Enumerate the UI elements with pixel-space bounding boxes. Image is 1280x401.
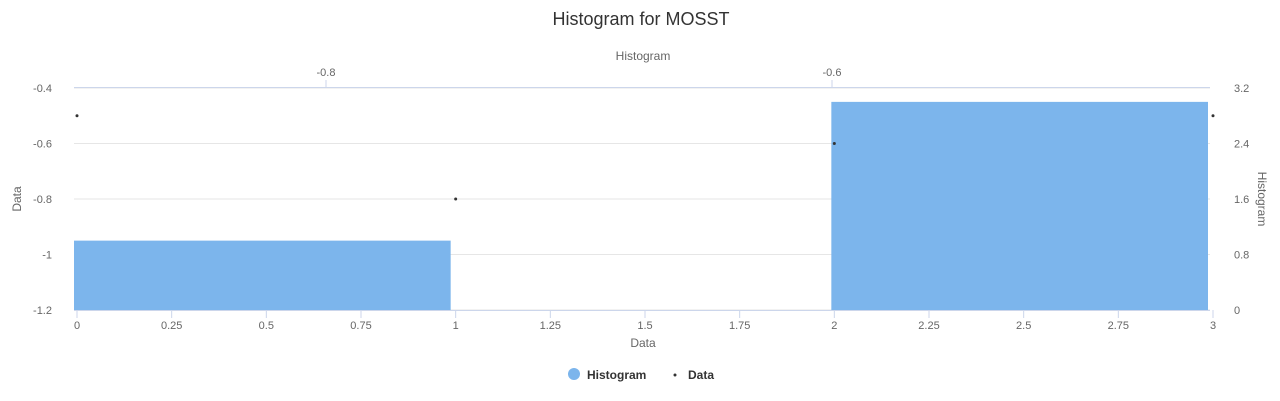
data-point[interactable] xyxy=(832,142,836,145)
x-axis-title: Data xyxy=(630,336,656,350)
y-left-tick-label: -0.4 xyxy=(33,83,52,95)
data-point[interactable] xyxy=(454,197,458,201)
x-tick-label: 3 xyxy=(1210,320,1216,332)
x-tick-label: 2.25 xyxy=(918,320,939,332)
x-top-tick-label: -0.8 xyxy=(317,67,336,79)
x-tick-label: 2 xyxy=(831,320,837,332)
axes: -1.2 -1 -0.8 -0.6 -0.4 0 0.8 1.6 2.4 3.2 0 0.25 0.5 0… xyxy=(33,67,1249,332)
x-top-axis-title: Histogram xyxy=(616,49,671,63)
x-tick-label: 1.5 xyxy=(637,320,652,332)
data-point[interactable] xyxy=(75,114,79,118)
histogram-bars xyxy=(74,101,1208,310)
y-right-tick-label: 0 xyxy=(1234,305,1240,317)
legend-item-histogram[interactable]: Histogram xyxy=(568,368,646,382)
x-top-tick-label: -0.6 xyxy=(823,67,842,79)
data-points xyxy=(75,114,1215,201)
x-tick-label: 2.75 xyxy=(1108,320,1129,332)
legend-data-swatch xyxy=(673,373,677,377)
y-left-tick-label: -0.6 xyxy=(33,139,52,151)
y-right-tick-label: 1.6 xyxy=(1234,194,1249,206)
chart-title: Histogram for MOSST xyxy=(552,9,729,29)
y-right-axis-title: Histogram xyxy=(1255,172,1269,227)
histogram-bar[interactable] xyxy=(831,101,1208,310)
x-tick-label: 0 xyxy=(74,320,80,332)
legend-data-label: Data xyxy=(688,368,714,382)
legend-histogram-swatch xyxy=(568,368,580,380)
y-left-tick-label: -0.8 xyxy=(33,194,52,206)
x-tick-label: 2.5 xyxy=(1016,320,1031,332)
x-tick-label: 1.25 xyxy=(540,320,561,332)
x-tick-label: 0.25 xyxy=(161,320,182,332)
data-point[interactable] xyxy=(1211,114,1215,118)
y-left-tick-label: -1.2 xyxy=(33,305,52,317)
x-tick-label: 1.75 xyxy=(729,320,750,332)
legend: Histogram Data xyxy=(568,368,714,382)
y-left-tick-label: -1 xyxy=(42,250,52,262)
y-right-tick-label: 3.2 xyxy=(1234,83,1249,95)
x-tick-label: 0.75 xyxy=(350,320,371,332)
histogram-bar[interactable] xyxy=(74,240,451,310)
y-left-axis-title: Data xyxy=(10,186,24,212)
legend-item-data[interactable]: Data xyxy=(673,368,715,382)
y-right-tick-label: 0.8 xyxy=(1234,250,1249,262)
legend-histogram-label: Histogram xyxy=(587,368,646,382)
y-right-tick-label: 2.4 xyxy=(1234,139,1249,151)
x-tick-label: 1 xyxy=(453,320,459,332)
x-tick-label: 0.5 xyxy=(259,320,274,332)
